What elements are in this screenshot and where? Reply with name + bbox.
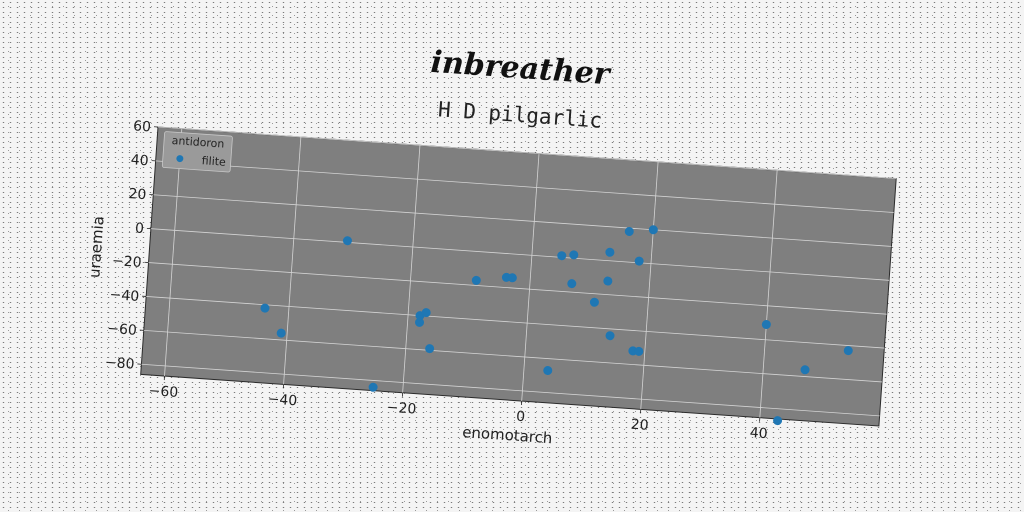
y-tick-label: −80 — [104, 355, 135, 373]
scatter-point — [471, 275, 481, 285]
scatter-point — [415, 317, 425, 327]
scatter-point — [605, 331, 615, 341]
grid-line-y — [155, 160, 894, 213]
scatter-point — [260, 303, 270, 313]
scatter-point — [569, 250, 579, 260]
x-axis-label: enomotarch — [462, 423, 553, 447]
x-tick-label: −60 — [148, 383, 179, 401]
grid-line-y — [143, 329, 883, 383]
scatter-point — [634, 256, 644, 266]
legend: antidoron filite — [161, 131, 233, 173]
scatter-point — [603, 276, 613, 286]
scatter-point — [421, 308, 431, 318]
scatter-point — [589, 297, 599, 307]
scatter-point — [773, 416, 783, 426]
plot-area: −60 −40 −20 0 20 40 −80 −60 −40 −20 0 20 40 60 enomo… — [85, 118, 897, 447]
legend-entry-filite: filite — [201, 154, 226, 169]
grid-line-y — [146, 296, 885, 349]
scatter-point — [605, 247, 615, 257]
scatter-point — [543, 366, 553, 376]
scatter-point — [507, 273, 517, 283]
grid-line-y — [153, 194, 892, 247]
legend-title: antidoron — [171, 134, 225, 151]
grid-line-x — [283, 136, 302, 385]
y-axis-label: uraemia — [85, 215, 107, 278]
scatter-point — [425, 344, 435, 354]
scatter-point — [800, 365, 810, 375]
grid-line-y — [150, 228, 890, 281]
grid-line-x — [640, 161, 659, 410]
y-tick-label: −40 — [109, 287, 140, 305]
scatter-point — [276, 328, 286, 338]
y-tick-label: 40 — [130, 152, 149, 169]
figure-suptitle: inbreather — [430, 45, 613, 93]
scatter-point — [761, 319, 771, 329]
grid — [141, 126, 897, 418]
grid-line-y — [157, 126, 897, 180]
scatter-point — [624, 226, 634, 236]
y-tick-label: 20 — [128, 186, 147, 203]
scatter-point — [368, 382, 378, 392]
y-tick-label: 60 — [133, 118, 152, 135]
grid-line-x — [759, 170, 778, 418]
grid-line-y — [141, 363, 880, 417]
grid-line-x — [402, 145, 421, 393]
legend-marker — [176, 155, 184, 163]
y-tick-label: −20 — [111, 253, 142, 271]
scatter-point — [557, 251, 567, 261]
y-tick-label: 0 — [134, 221, 144, 238]
x-tick-label: 40 — [749, 425, 768, 442]
grid-line-x — [521, 153, 540, 402]
y-ticks: −80 −60 −40 −20 0 20 40 60 — [104, 118, 159, 373]
scatter-point — [843, 346, 853, 356]
grid-line-y — [148, 262, 887, 315]
axes-background — [140, 126, 897, 427]
scatter-markers — [260, 225, 853, 426]
scatter-point — [567, 279, 577, 289]
x-tick-label: 20 — [630, 417, 649, 434]
scatter-point — [648, 225, 658, 235]
x-tick-label: 0 — [516, 409, 526, 426]
y-tick-label: −60 — [107, 321, 138, 339]
x-ticks: −60 −40 −20 0 20 40 — [148, 376, 768, 442]
x-tick-label: −20 — [386, 400, 417, 418]
scatter-point — [634, 346, 644, 356]
x-tick-label: −40 — [267, 391, 298, 409]
chart-title: H D pilgarlic — [437, 97, 603, 132]
scatter-point — [342, 236, 352, 246]
grid-line-x — [164, 128, 183, 377]
